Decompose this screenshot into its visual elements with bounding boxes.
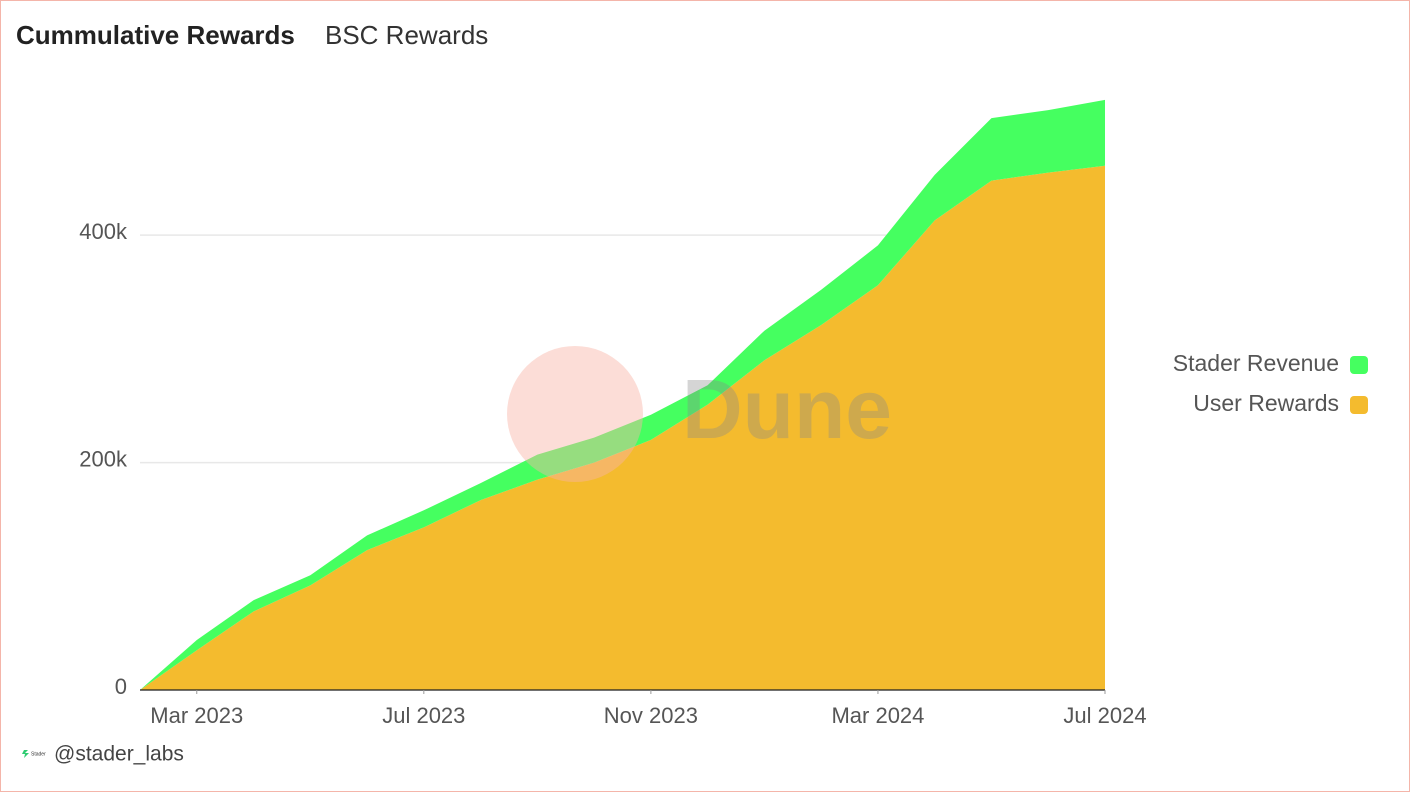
y-tick-label: 400k: [79, 219, 128, 244]
footer-logo-icon: [22, 750, 29, 758]
watermark-logo: [507, 346, 643, 482]
y-tick-label: 0: [115, 674, 127, 699]
legend-swatch: [1350, 396, 1368, 414]
area: [140, 165, 1105, 691]
x-tick-label: Jul 2023: [382, 703, 465, 728]
plot: 0 200k 400k Mar 2023 Jul 2023 Nov 2023 Mar 202…: [79, 99, 1147, 728]
x-tick-label: Mar 2024: [831, 703, 924, 728]
x-tick-label: Mar 2023: [150, 703, 243, 728]
x-tick-label: Jul 2024: [1063, 703, 1146, 728]
x-tick-label: Nov 2023: [604, 703, 698, 728]
legend-swatch: [1350, 356, 1368, 374]
footer-logo: Stader: [31, 751, 46, 757]
chart-subtitle: BSC Rewards: [325, 20, 488, 50]
y-tick-label: 200k: [79, 446, 128, 471]
watermark: Dune: [682, 362, 892, 456]
legend-label: User Rewards: [1193, 390, 1339, 416]
footer: @stader_labs: [54, 743, 184, 766]
area: [140, 99, 1105, 690]
legend-label: Stader Revenue: [1173, 350, 1339, 376]
chart-title: Cummulative Rewards: [16, 20, 295, 50]
